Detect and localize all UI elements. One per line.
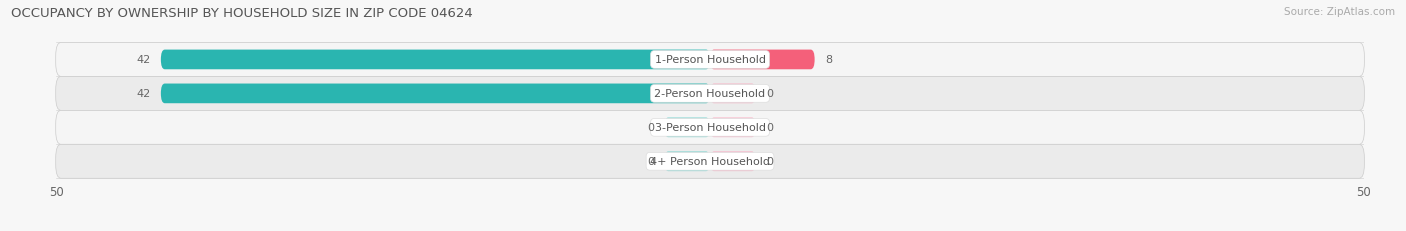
FancyBboxPatch shape — [56, 43, 1364, 77]
Text: 0: 0 — [647, 157, 654, 167]
Text: 8: 8 — [825, 55, 832, 65]
FancyBboxPatch shape — [56, 77, 1364, 111]
Text: 2-Person Household: 2-Person Household — [654, 89, 766, 99]
FancyBboxPatch shape — [56, 111, 1364, 145]
FancyBboxPatch shape — [710, 50, 814, 70]
Text: 0: 0 — [766, 157, 773, 167]
FancyBboxPatch shape — [664, 152, 710, 171]
Text: 0: 0 — [766, 123, 773, 133]
FancyBboxPatch shape — [710, 152, 756, 171]
Text: 3-Person Household: 3-Person Household — [655, 123, 765, 133]
FancyBboxPatch shape — [664, 118, 710, 138]
Text: 42: 42 — [136, 55, 150, 65]
FancyBboxPatch shape — [710, 84, 756, 104]
Text: 42: 42 — [136, 89, 150, 99]
Text: 0: 0 — [766, 89, 773, 99]
Text: 1-Person Household: 1-Person Household — [655, 55, 765, 65]
FancyBboxPatch shape — [160, 50, 710, 70]
Text: OCCUPANCY BY OWNERSHIP BY HOUSEHOLD SIZE IN ZIP CODE 04624: OCCUPANCY BY OWNERSHIP BY HOUSEHOLD SIZE… — [11, 7, 472, 20]
Text: Source: ZipAtlas.com: Source: ZipAtlas.com — [1284, 7, 1395, 17]
FancyBboxPatch shape — [710, 118, 756, 138]
Text: 0: 0 — [647, 123, 654, 133]
FancyBboxPatch shape — [56, 145, 1364, 179]
Text: 4+ Person Household: 4+ Person Household — [650, 157, 770, 167]
FancyBboxPatch shape — [160, 84, 710, 104]
